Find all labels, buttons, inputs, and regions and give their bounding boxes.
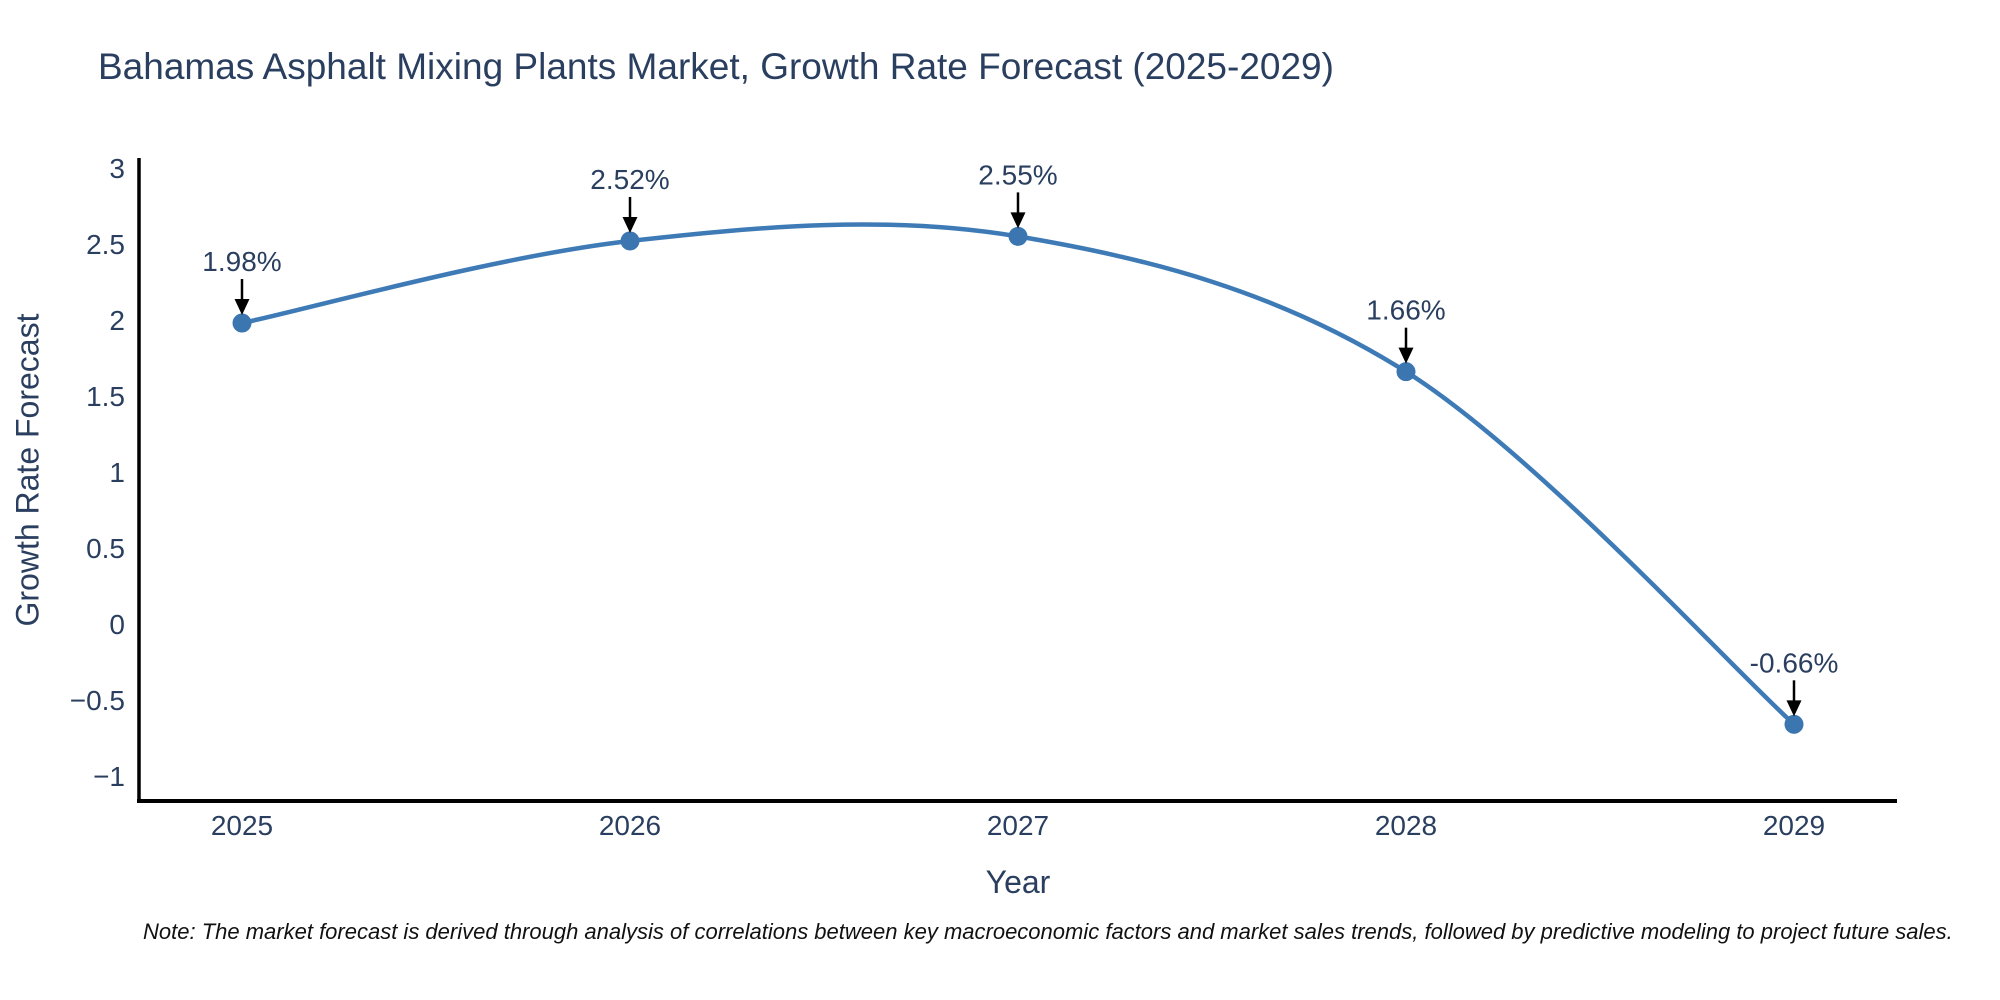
data-point-2027[interactable] bbox=[1008, 226, 1028, 246]
point-annotation: 2.52% bbox=[590, 164, 669, 195]
annotation-arrowhead bbox=[1786, 700, 1802, 717]
data-point-2028[interactable] bbox=[1396, 362, 1416, 382]
data-point-2029[interactable] bbox=[1784, 714, 1804, 734]
y-tick-label: −1 bbox=[93, 761, 125, 792]
annotation-arrowhead bbox=[1010, 212, 1026, 229]
annotation-arrowhead bbox=[1398, 347, 1414, 364]
y-tick-label: 3 bbox=[109, 153, 125, 184]
y-axis-title: Growth Rate Forecast bbox=[9, 313, 46, 627]
footnote: Note: The market forecast is derived thr… bbox=[143, 919, 1953, 944]
data-point-2026[interactable] bbox=[620, 231, 640, 251]
y-tick-label: 1 bbox=[109, 457, 125, 488]
x-axis-title: Year bbox=[985, 864, 1051, 900]
y-tick-label: 2.5 bbox=[86, 229, 125, 260]
y-tick-label: 0.5 bbox=[86, 533, 125, 564]
x-tick-label: 2028 bbox=[1375, 810, 1437, 841]
point-annotation: 1.98% bbox=[202, 246, 281, 277]
y-tick-label: −0.5 bbox=[70, 685, 125, 716]
y-tick-label: 1.5 bbox=[86, 381, 125, 412]
y-tick-label: 2 bbox=[109, 305, 125, 336]
x-tick-label: 2027 bbox=[987, 810, 1049, 841]
point-annotation: 1.66% bbox=[1366, 295, 1445, 326]
annotation-arrowhead bbox=[234, 299, 250, 316]
forecast-line bbox=[239, 222, 1797, 727]
point-annotation: 2.55% bbox=[978, 159, 1057, 190]
chart-title: Bahamas Asphalt Mixing Plants Market, Gr… bbox=[98, 46, 1334, 87]
y-tick-label: 0 bbox=[109, 609, 125, 640]
x-tick-label: 2025 bbox=[211, 810, 273, 841]
point-annotation: -0.66% bbox=[1750, 647, 1839, 678]
x-tick-label: 2026 bbox=[599, 810, 661, 841]
x-tick-label: 2029 bbox=[1763, 810, 1825, 841]
data-point-2025[interactable] bbox=[232, 313, 252, 333]
annotation-arrowhead bbox=[622, 216, 638, 233]
